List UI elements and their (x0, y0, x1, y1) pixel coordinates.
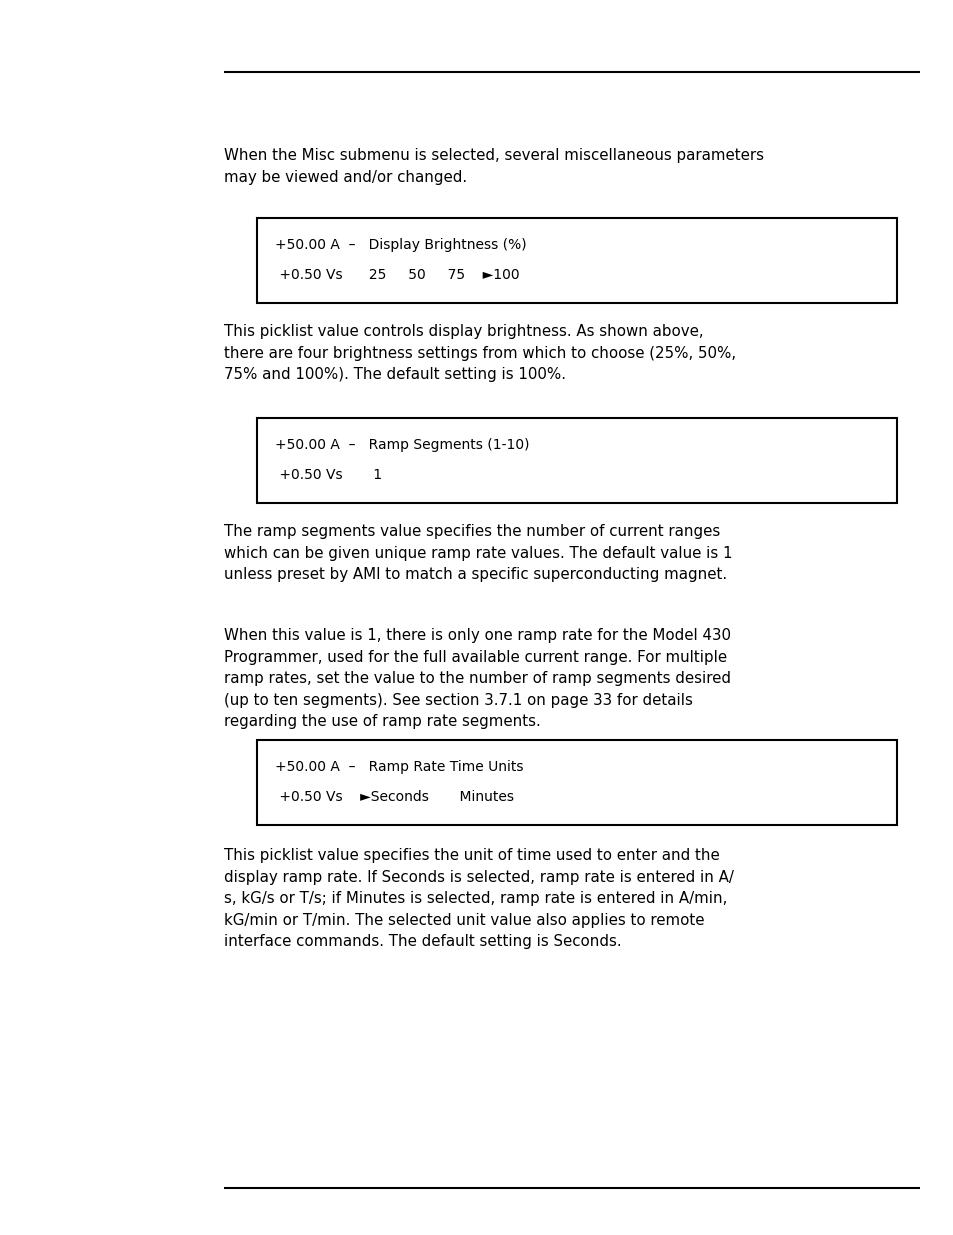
Text: This picklist value specifies the unit of time used to enter and the
display ram: This picklist value specifies the unit o… (224, 848, 733, 950)
Bar (256, 417, 896, 503)
Bar (256, 219, 896, 303)
Text: +50.00 A  –   Ramp Segments (1-10): +50.00 A – Ramp Segments (1-10) (274, 438, 529, 452)
Text: +0.50 Vs      25     50     75    ►100: +0.50 Vs 25 50 75 ►100 (274, 268, 519, 282)
Text: When this value is 1, there is only one ramp rate for the Model 430
Programmer, : When this value is 1, there is only one … (224, 629, 730, 730)
Text: +0.50 Vs    ►Seconds       Minutes: +0.50 Vs ►Seconds Minutes (274, 790, 514, 804)
Text: +50.00 A  –   Display Brightness (%): +50.00 A – Display Brightness (%) (274, 238, 526, 252)
Text: +50.00 A  –   Ramp Rate Time Units: +50.00 A – Ramp Rate Time Units (274, 760, 523, 774)
Text: +0.50 Vs       1: +0.50 Vs 1 (274, 468, 382, 482)
Text: The ramp segments value specifies the number of current ranges
which can be give: The ramp segments value specifies the nu… (224, 524, 732, 582)
Text: This picklist value controls display brightness. As shown above,
there are four : This picklist value controls display bri… (224, 324, 736, 382)
Text: When the Misc submenu is selected, several miscellaneous parameters
may be viewe: When the Misc submenu is selected, sever… (224, 148, 763, 184)
Bar (256, 740, 896, 825)
